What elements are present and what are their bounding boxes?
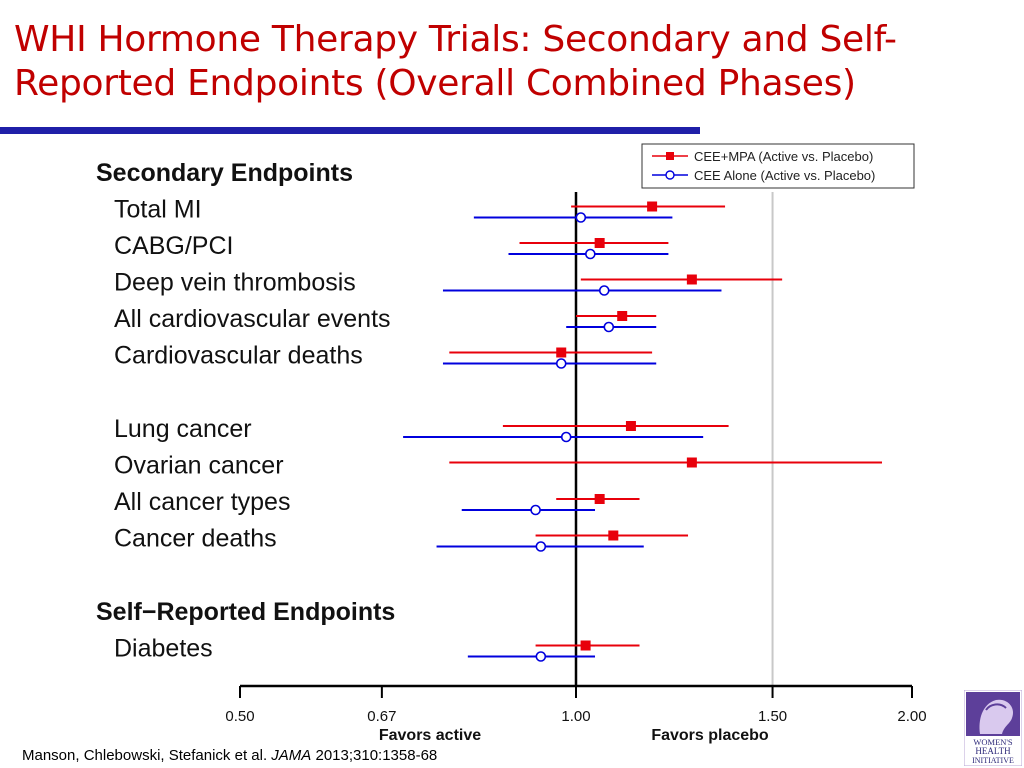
point-cee-alone: [535, 541, 547, 552]
section-header: Self−Reported Endpoints: [96, 598, 395, 626]
endpoint-label: All cardiovascular events: [114, 305, 391, 333]
point-cee-alone: [603, 321, 615, 333]
point-cee-mpa: [686, 457, 697, 468]
point-cee-mpa: [594, 238, 605, 248]
logo-line1: WOMEN'S: [973, 737, 1013, 747]
endpoint-label: Ovarian cancer: [114, 452, 284, 480]
legend-label-cee-mpa: CEE+MPA (Active vs. Placebo): [694, 149, 873, 164]
point-cee-alone: [535, 651, 547, 662]
point-cee-alone: [585, 248, 596, 260]
point-cee-alone: [560, 431, 572, 443]
point-cee-mpa: [556, 347, 567, 358]
logo-line3: INITIATIVE: [972, 756, 1014, 765]
point-cee-mpa: [625, 421, 636, 431]
legend-label-cee-alone: CEE Alone (Active vs. Placebo): [694, 168, 875, 183]
logo-line2: HEALTH: [975, 746, 1011, 756]
x-tick-label: 0.67: [367, 708, 396, 725]
endpoint-label: Total MI: [114, 196, 202, 224]
title-underline: [0, 127, 700, 134]
point-cee-mpa: [617, 311, 628, 321]
citation-ref: 2013;310:1358-68: [315, 747, 438, 764]
x-tick-label: 0.50: [225, 708, 254, 725]
point-cee-mpa: [594, 494, 605, 504]
x-tick-label: 1.50: [758, 708, 787, 725]
point-cee-mpa: [686, 274, 697, 285]
point-cee-alone: [555, 358, 567, 369]
endpoint-label: Cardiovascular deaths: [114, 342, 363, 370]
endpoint-label: Deep vein thrombosis: [114, 269, 356, 297]
citation-authors: Manson, Chlebowski, Stefanick et al.: [22, 747, 268, 764]
point-cee-mpa: [580, 640, 591, 651]
endpoint-label: CABG/PCI: [114, 232, 233, 260]
endpoint-label: Cancer deaths: [114, 525, 277, 553]
legend-marker-cee-alone: [665, 170, 675, 180]
legend-marker-cee-mpa: [666, 152, 674, 160]
point-cee-alone: [575, 212, 587, 223]
favors-active-label: Favors active: [379, 727, 481, 744]
citation: Manson, Chlebowski, Stefanick et al. JAM…: [22, 747, 437, 764]
legend-box: [641, 143, 915, 189]
favors-placebo-label: Favors placebo: [651, 727, 769, 744]
endpoint-label: All cancer types: [114, 488, 290, 516]
point-cee-alone: [598, 285, 610, 296]
citation-journal: JAMA: [271, 747, 312, 764]
section-header: Secondary Endpoints: [96, 159, 353, 187]
point-cee-mpa: [608, 530, 619, 541]
x-tick-label: 2.00: [897, 708, 926, 725]
page-title: WHI Hormone Therapy Trials: Secondary an…: [14, 19, 897, 104]
whi-logo: WOMEN'S HEALTH INITIATIVE: [964, 690, 1022, 766]
x-tick-label: 1.00: [561, 708, 590, 725]
endpoint-label: Diabetes: [114, 635, 213, 663]
point-cee-alone: [530, 504, 541, 516]
endpoint-label: Lung cancer: [114, 415, 252, 443]
point-cee-mpa: [647, 201, 658, 212]
